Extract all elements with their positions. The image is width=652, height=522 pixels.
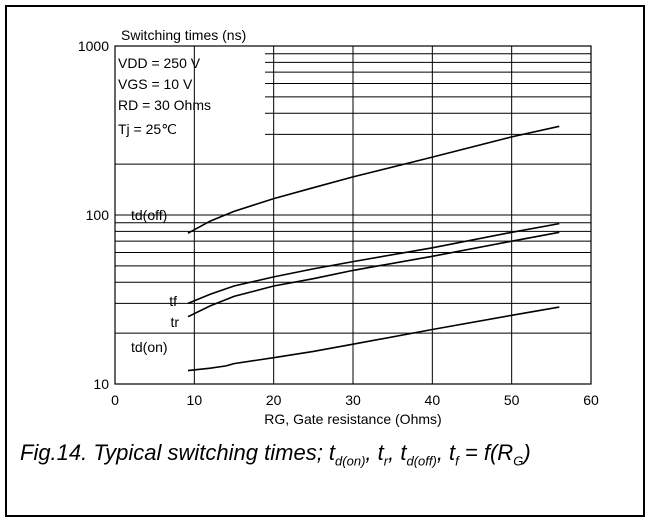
condition-label-0: VDD = 250 V: [118, 55, 201, 71]
y-axis-title: Switching times (ns): [121, 27, 246, 43]
series-label-3: td(on): [131, 339, 168, 355]
x-tick-label-6: 60: [583, 392, 599, 408]
plot-border: [114, 45, 592, 385]
y-tick-label-1: 100: [86, 207, 110, 223]
condition-label-3: Tj = 25℃: [118, 121, 177, 137]
series-label-1: tf: [169, 293, 177, 309]
figure-frame: [5, 5, 645, 517]
series-line-td-off: [187, 125, 560, 234]
x-tick-label-4: 40: [425, 392, 441, 408]
x-tick-label-2: 20: [266, 392, 282, 408]
x-tick-label-5: 50: [504, 392, 520, 408]
figure-caption: Fig.14. Typical switching times; td(on),…: [20, 440, 531, 469]
series-line-td-on: [187, 306, 560, 372]
y-tick-label-2: 1000: [78, 38, 109, 54]
x-tick-label-0: 0: [111, 392, 119, 408]
x-tick-label-3: 30: [345, 392, 361, 408]
series-label-2: tr: [170, 314, 179, 330]
series-line-tr: [187, 231, 560, 318]
series-label-0: td(off): [131, 207, 167, 223]
x-tick-label-1: 10: [187, 392, 203, 408]
y-tick-label-0: 10: [93, 376, 109, 392]
condition-label-2: RD = 30 Ohms: [118, 97, 211, 113]
series-line-tf: [187, 222, 560, 305]
x-axis-title: RG, Gate resistance (Ohms): [264, 411, 441, 427]
condition-label-1: VGS = 10 V: [118, 76, 193, 92]
